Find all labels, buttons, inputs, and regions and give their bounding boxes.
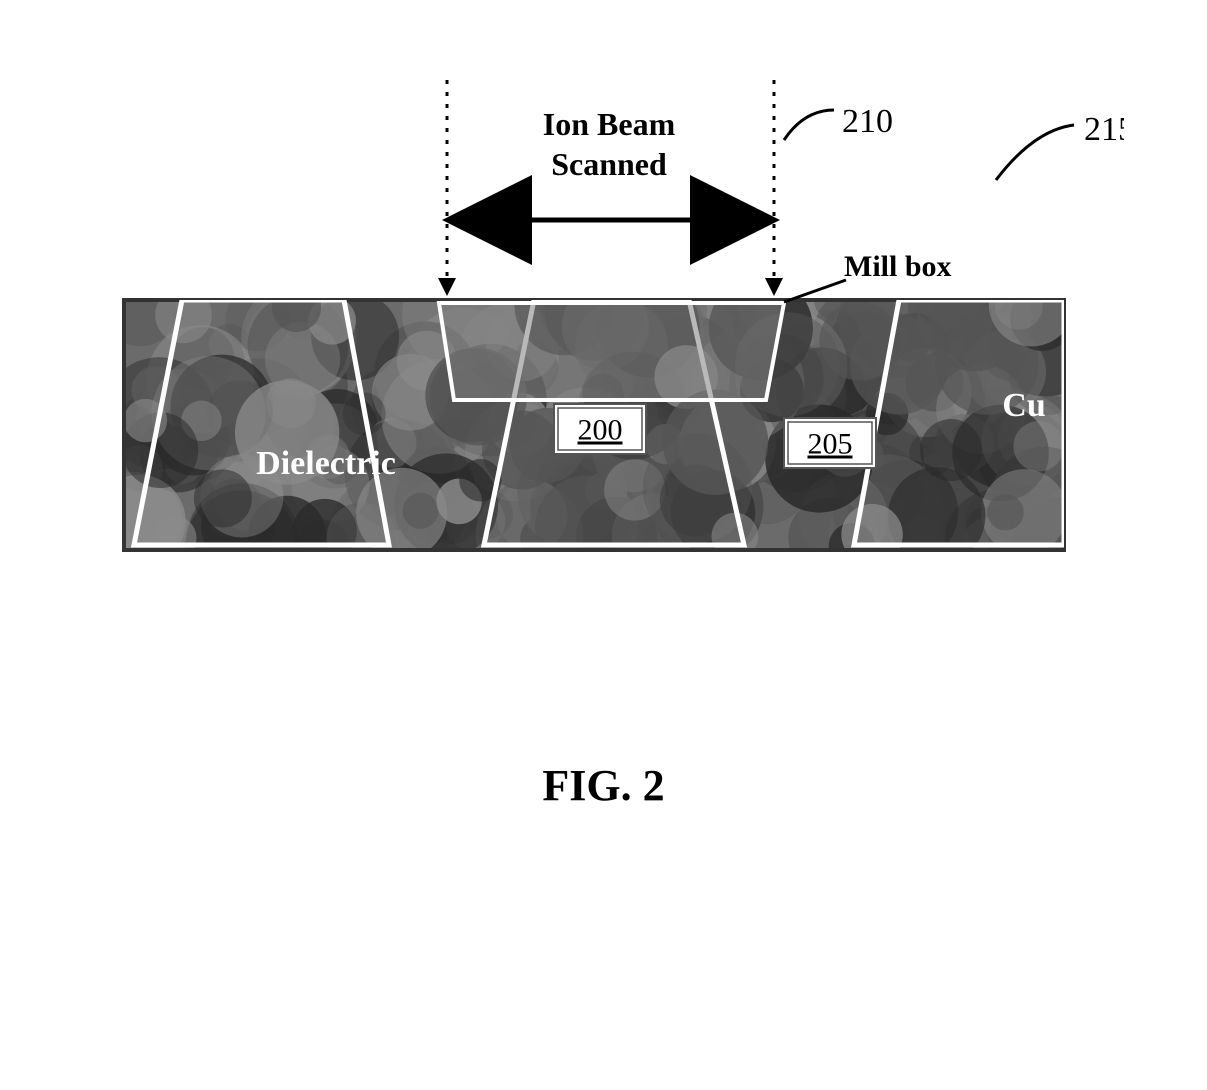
leader-215-arc	[996, 125, 1074, 180]
label-dielectric: Dielectric	[256, 445, 396, 482]
label-cu: Cu	[1002, 387, 1045, 424]
figure-caption: FIG. 2	[84, 760, 1124, 811]
figure-svg: Ion Beam Scanned Mill box Dielectric Cu 200 20…	[84, 40, 1124, 660]
leader-210-number: 210	[842, 103, 893, 140]
leader-215-number: 215	[1084, 111, 1124, 148]
figure-2: Ion Beam Scanned Mill box Dielectric Cu 200 20…	[84, 40, 1124, 811]
label-mill-box: Mill box	[844, 250, 952, 283]
ion-beam-arrowhead	[438, 278, 456, 296]
label-ion-beam-2: Scanned	[551, 146, 667, 182]
ion-beam-arrowhead	[765, 278, 783, 296]
label-ion-beam-1: Ion Beam	[542, 106, 675, 142]
ref-205-text: 205	[807, 428, 852, 461]
leader-210-arc	[784, 110, 834, 140]
ref-200-text: 200	[577, 414, 622, 447]
mill-box	[439, 303, 784, 400]
